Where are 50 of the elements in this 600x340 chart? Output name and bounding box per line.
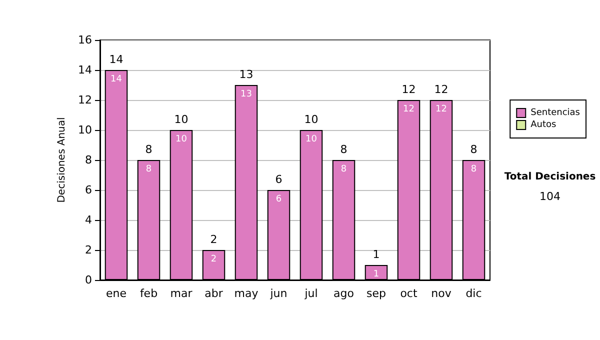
total-label: 8 <box>340 143 348 156</box>
total-label: 12 <box>434 83 448 96</box>
x-tick-label: jul <box>304 287 318 300</box>
total-label: 8 <box>470 143 478 156</box>
data-label: 13 <box>240 90 252 100</box>
y-tick-label: 16 <box>78 34 92 46</box>
data-label: 2 <box>210 254 217 264</box>
text: Total Decisiones <box>504 172 596 182</box>
y-tick-label: 8 <box>85 154 92 166</box>
text: 104 <box>540 190 560 203</box>
data-label: 8 <box>340 164 347 174</box>
x-tick-label: oct <box>400 287 418 300</box>
y-tick-label: 10 <box>78 124 92 136</box>
y-tick-label: 6 <box>85 184 92 196</box>
total-label: 10 <box>304 113 318 126</box>
x-tick-label: ago <box>334 287 354 300</box>
total-label: 12 <box>402 83 416 96</box>
legend-label: Autos <box>530 120 557 130</box>
x-tick-label: mar <box>170 287 193 300</box>
x-tick-label: ene <box>106 287 127 300</box>
x-tick-label: nov <box>431 287 452 300</box>
y-tick-label: 0 <box>85 274 92 286</box>
y-tick-label: 4 <box>85 214 92 226</box>
total-label: 6 <box>275 173 282 186</box>
x-tick-label: dic <box>466 287 482 300</box>
data-label: 14 <box>110 74 122 84</box>
x-tick-label: abr <box>204 287 224 300</box>
x-tick-label: may <box>234 287 259 300</box>
data-label: 8 <box>470 164 477 174</box>
x-tick-label: sep <box>366 287 386 300</box>
total-label: 8 <box>145 143 152 156</box>
data-label: 10 <box>306 134 318 144</box>
data-label: 12 <box>436 104 447 114</box>
y-tick-label: 14 <box>78 64 92 76</box>
legend-label: Sentencias <box>530 108 580 118</box>
y-tick-label: 2 <box>85 244 92 256</box>
x-tick-label: jun <box>269 287 288 300</box>
total-label: 10 <box>174 113 188 126</box>
data-label: 6 <box>276 194 282 204</box>
y-axis-title: Decisiones Anual <box>56 117 68 203</box>
total-label: 2 <box>210 233 218 246</box>
data-label: 10 <box>176 134 188 144</box>
total-label: 13 <box>239 68 254 81</box>
data-label: 1 <box>373 270 380 280</box>
total-label: 1 <box>372 248 380 261</box>
x-tick-label: feb <box>140 287 158 300</box>
y-tick-label: 12 <box>78 94 92 106</box>
data-label: 12 <box>403 104 414 114</box>
data-label: 8 <box>146 164 152 174</box>
total-label: 14 <box>109 53 124 66</box>
